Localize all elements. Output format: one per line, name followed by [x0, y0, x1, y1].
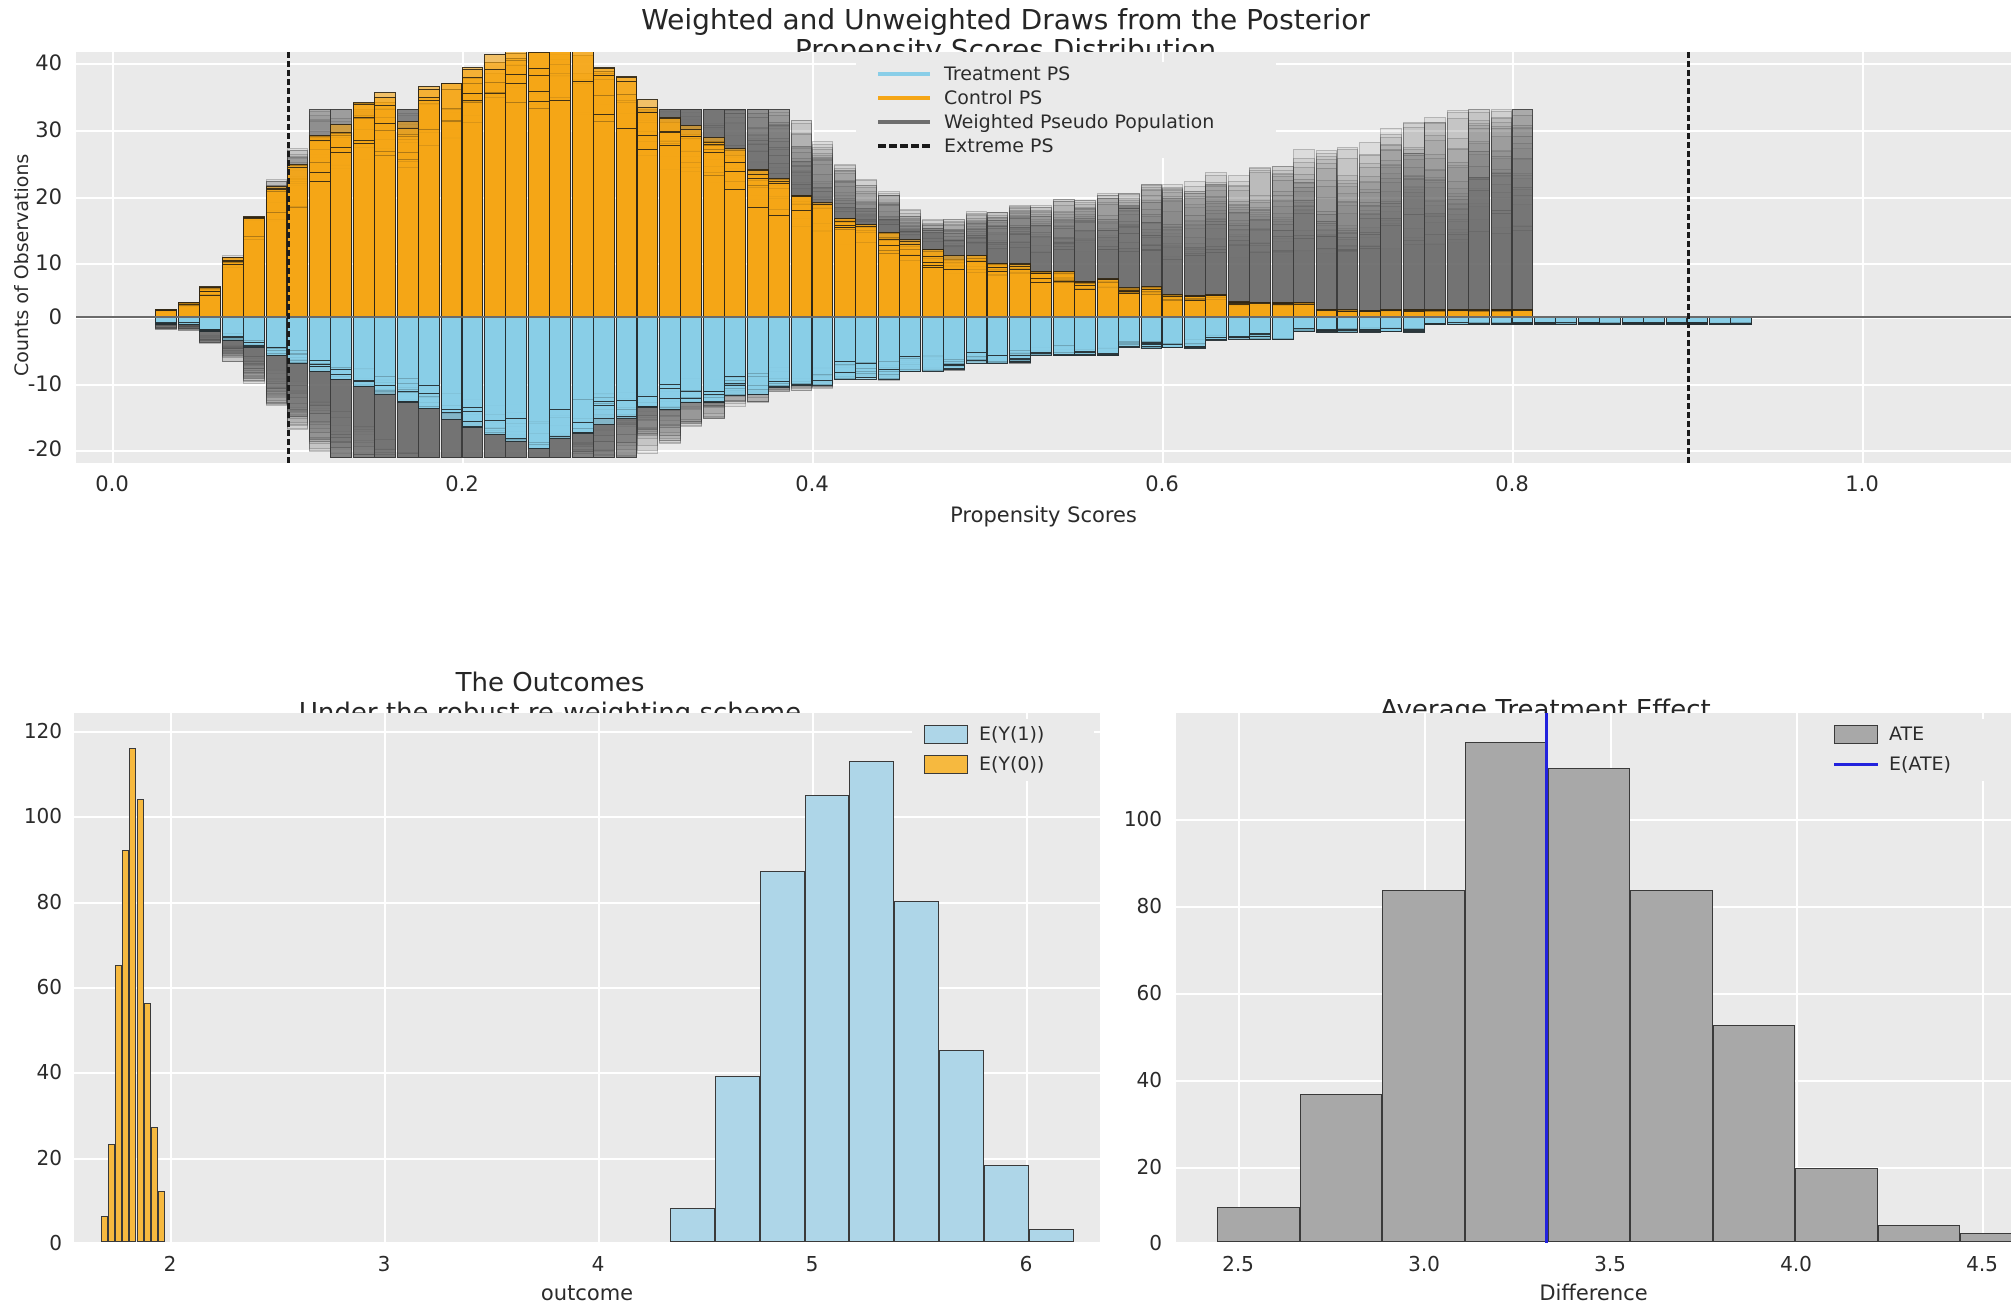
top-ytick-10: 10 [35, 251, 62, 275]
top-ytick-neg20: -20 [27, 437, 62, 461]
gridline-v [1512, 52, 1514, 463]
gridline-h [76, 384, 2011, 386]
gridline-h [76, 263, 2011, 265]
top-plot-area: Treatment PS Control PS Weighted Pseudo … [76, 52, 2011, 463]
top-ytick-40: 40 [35, 51, 62, 75]
gridline-v [112, 52, 114, 463]
gridline-h [76, 197, 2011, 199]
gridline-v [1162, 52, 1164, 463]
top-ytick-30: 30 [35, 118, 62, 142]
top-ytick-0: 0 [48, 305, 62, 329]
top-panel-title-line1: Weighted and Unweighted Draws from the P… [641, 3, 1370, 36]
top-panel: Weighted and Unweighted Draws from the P… [0, 0, 2011, 640]
top-ytick-20: 20 [35, 185, 62, 209]
gridline-v [1862, 52, 1864, 463]
top-ytick-neg10: -10 [27, 372, 62, 396]
gridline-h [76, 450, 2011, 452]
